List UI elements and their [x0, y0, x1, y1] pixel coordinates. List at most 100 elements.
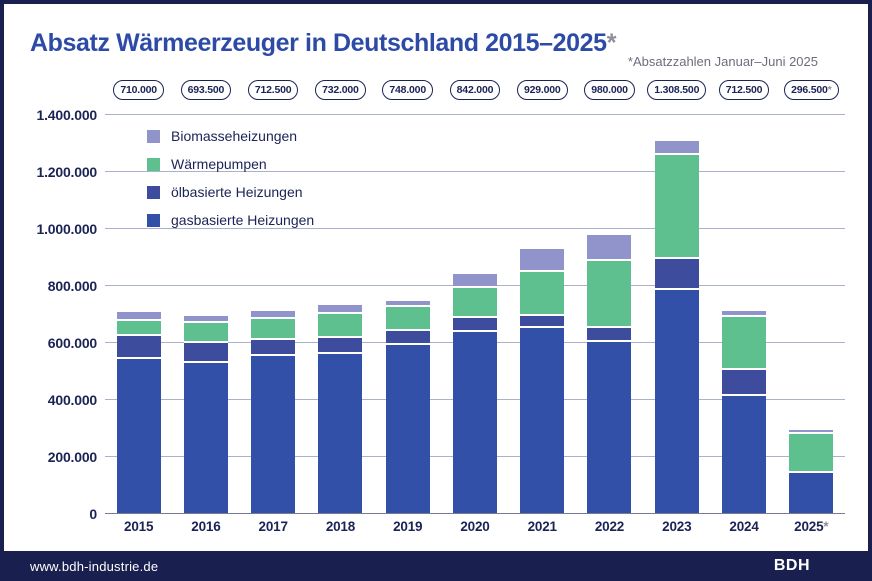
y-axis-tick-label: 1.400.000 — [36, 107, 98, 123]
stacked-bar-2021 — [520, 249, 565, 514]
gridline — [105, 171, 845, 172]
bar-segment-gasbasierte — [722, 395, 767, 514]
bar-segment-biomasseheizungen — [116, 311, 161, 321]
legend-swatch — [147, 185, 160, 199]
x-axis-label-2017: 2017 — [258, 519, 288, 534]
y-axis-tick-label: 0 — [89, 506, 97, 522]
page-title: Absatz Wärmeerzeuger in Deutschland 2015… — [30, 29, 616, 58]
stacked-bar-2022 — [587, 234, 632, 514]
stacked-bar-2025 — [789, 429, 834, 514]
bar-segment-wärmepumpen — [722, 317, 767, 371]
legend-item-wärmepumpen: Wärmepumpen — [147, 150, 314, 178]
bar-segment-wärmepumpen — [654, 155, 699, 259]
bar-segment-biomasseheizungen — [183, 316, 228, 323]
pill-cell: 693.500 — [172, 79, 239, 101]
legend-swatch — [147, 213, 160, 227]
total-value-pill-2017: 712.500 — [247, 79, 299, 101]
footer-bar: www.bdh-industrie.de BDH — [0, 551, 872, 581]
x-axis-label-2022: 2022 — [594, 519, 625, 534]
total-value-pill-2015: 710.000 — [113, 79, 164, 101]
bar-segment-wärmepumpen — [183, 322, 228, 344]
y-axis-tick-label: 400.000 — [47, 392, 97, 408]
legend-label: gasbasierte Heizungen — [171, 212, 315, 228]
pill-cell: 712.500 — [710, 79, 777, 101]
bar-segment-gasbasierte — [654, 289, 699, 514]
x-axis-label-2020: 2020 — [460, 519, 490, 534]
total-value-pill-2018: 732.000 — [315, 79, 366, 101]
stacked-bar-2020 — [452, 274, 497, 514]
bar-segment-gasbasierte — [318, 353, 363, 514]
pill-cell: 296.500* — [778, 79, 845, 101]
y-axis-tick-label: 1.200.000 — [36, 164, 98, 180]
bar-segment-biomasseheizungen — [452, 274, 497, 289]
pill-cell: 732.000 — [307, 79, 374, 101]
legend-item-ölbasierte: ölbasierte Heizungen — [147, 178, 314, 206]
bar-segment-ölbasierte — [116, 335, 161, 359]
bar-segment-gasbasierte — [251, 356, 296, 514]
stacked-bar-2015 — [116, 311, 161, 514]
bar-segment-biomasseheizungen — [385, 300, 430, 308]
bar-segment-gasbasierte — [452, 332, 497, 514]
total-value-pill-2023: 1.308.500 — [647, 79, 707, 101]
stacked-bar-2016 — [183, 316, 228, 514]
bar-column-2016 — [172, 115, 239, 514]
bar-segment-wärmepumpen — [318, 313, 363, 339]
chart-legend: Biomasseheizungen Wärmepumpen ölbasierte H… — [147, 122, 314, 234]
stacked-bar-2018 — [318, 305, 363, 514]
stacked-bar-2023 — [654, 141, 699, 514]
bar-segment-ölbasierte — [183, 343, 228, 363]
pill-cell: 842.000 — [441, 79, 508, 101]
legend-swatch — [147, 157, 160, 171]
bar-column-2022 — [576, 115, 643, 514]
total-value-pill-2019: 748.000 — [382, 79, 433, 101]
legend-label: Biomasseheizungen — [171, 128, 298, 144]
pill-cell: 712.500 — [240, 79, 307, 101]
legend-item-gasbasierte: gasbasierte Heizungen — [147, 206, 314, 234]
pill-cell: 748.000 — [374, 79, 441, 101]
bar-segment-biomasseheizungen — [318, 305, 363, 314]
bar-column-2017 — [240, 115, 307, 514]
bar-segment-wärmepumpen — [452, 288, 497, 319]
pill-cell: 929.000 — [509, 79, 576, 101]
y-axis-tick-label: 800.000 — [47, 278, 97, 294]
total-value-pill-2025: 296.500* — [784, 79, 839, 101]
total-value-pill-2016: 693.500 — [180, 79, 232, 101]
bdh-logo: BDH — [773, 557, 810, 574]
gridline — [105, 114, 845, 115]
pill-cell: 980.000 — [576, 79, 643, 101]
bar-column-2021 — [509, 115, 576, 514]
bar-column-2019 — [374, 115, 441, 514]
bar-segment-wärmepumpen — [520, 271, 565, 316]
bar-segment-biomasseheizungen — [789, 429, 834, 434]
bar-segment-wärmepumpen — [116, 320, 161, 336]
bar-segment-biomasseheizungen — [587, 234, 632, 261]
x-axis-label-2021: 2021 — [527, 519, 557, 534]
bar-segment-ölbasierte — [789, 473, 834, 475]
bar-segment-ölbasierte — [654, 258, 699, 290]
asterisk-mark: * — [827, 83, 832, 96]
bar-segment-ölbasierte — [520, 315, 565, 328]
total-values-row: 710.000 693.500 712.500 732.000 748.000 842.0… — [105, 79, 845, 101]
x-axis-label-2016: 2016 — [191, 519, 221, 534]
plot-area: Biomasseheizungen Wärmepumpen ölbasierte H… — [105, 114, 845, 514]
bar-segment-biomasseheizungen — [520, 249, 565, 272]
bar-segment-biomasseheizungen — [654, 141, 699, 156]
x-axis-label-2015: 2015 — [124, 519, 154, 534]
total-value-pill-2021: 929.000 — [516, 79, 568, 101]
bar-segment-ölbasierte — [251, 339, 296, 357]
y-axis-tick-label: 600.000 — [47, 335, 97, 351]
bar-column-2024 — [710, 115, 777, 514]
gridline — [105, 228, 845, 229]
total-value-pill-2020: 842.000 — [449, 79, 501, 101]
footnote: *Absatzzahlen Januar–Juni 2025 — [627, 54, 818, 69]
asterisk-mark: * — [823, 519, 829, 534]
x-axis-label-2023: 2023 — [662, 519, 692, 534]
y-axis-tick-label: 1.000.000 — [36, 221, 98, 237]
bar-segment-gasbasierte — [183, 362, 228, 514]
stacked-bar-2019 — [385, 300, 430, 514]
bar-segment-gasbasierte — [789, 474, 834, 514]
x-axis-label-2019: 2019 — [393, 519, 423, 534]
bar-segment-biomasseheizungen — [251, 310, 296, 319]
bar-segment-gasbasierte — [520, 327, 565, 514]
